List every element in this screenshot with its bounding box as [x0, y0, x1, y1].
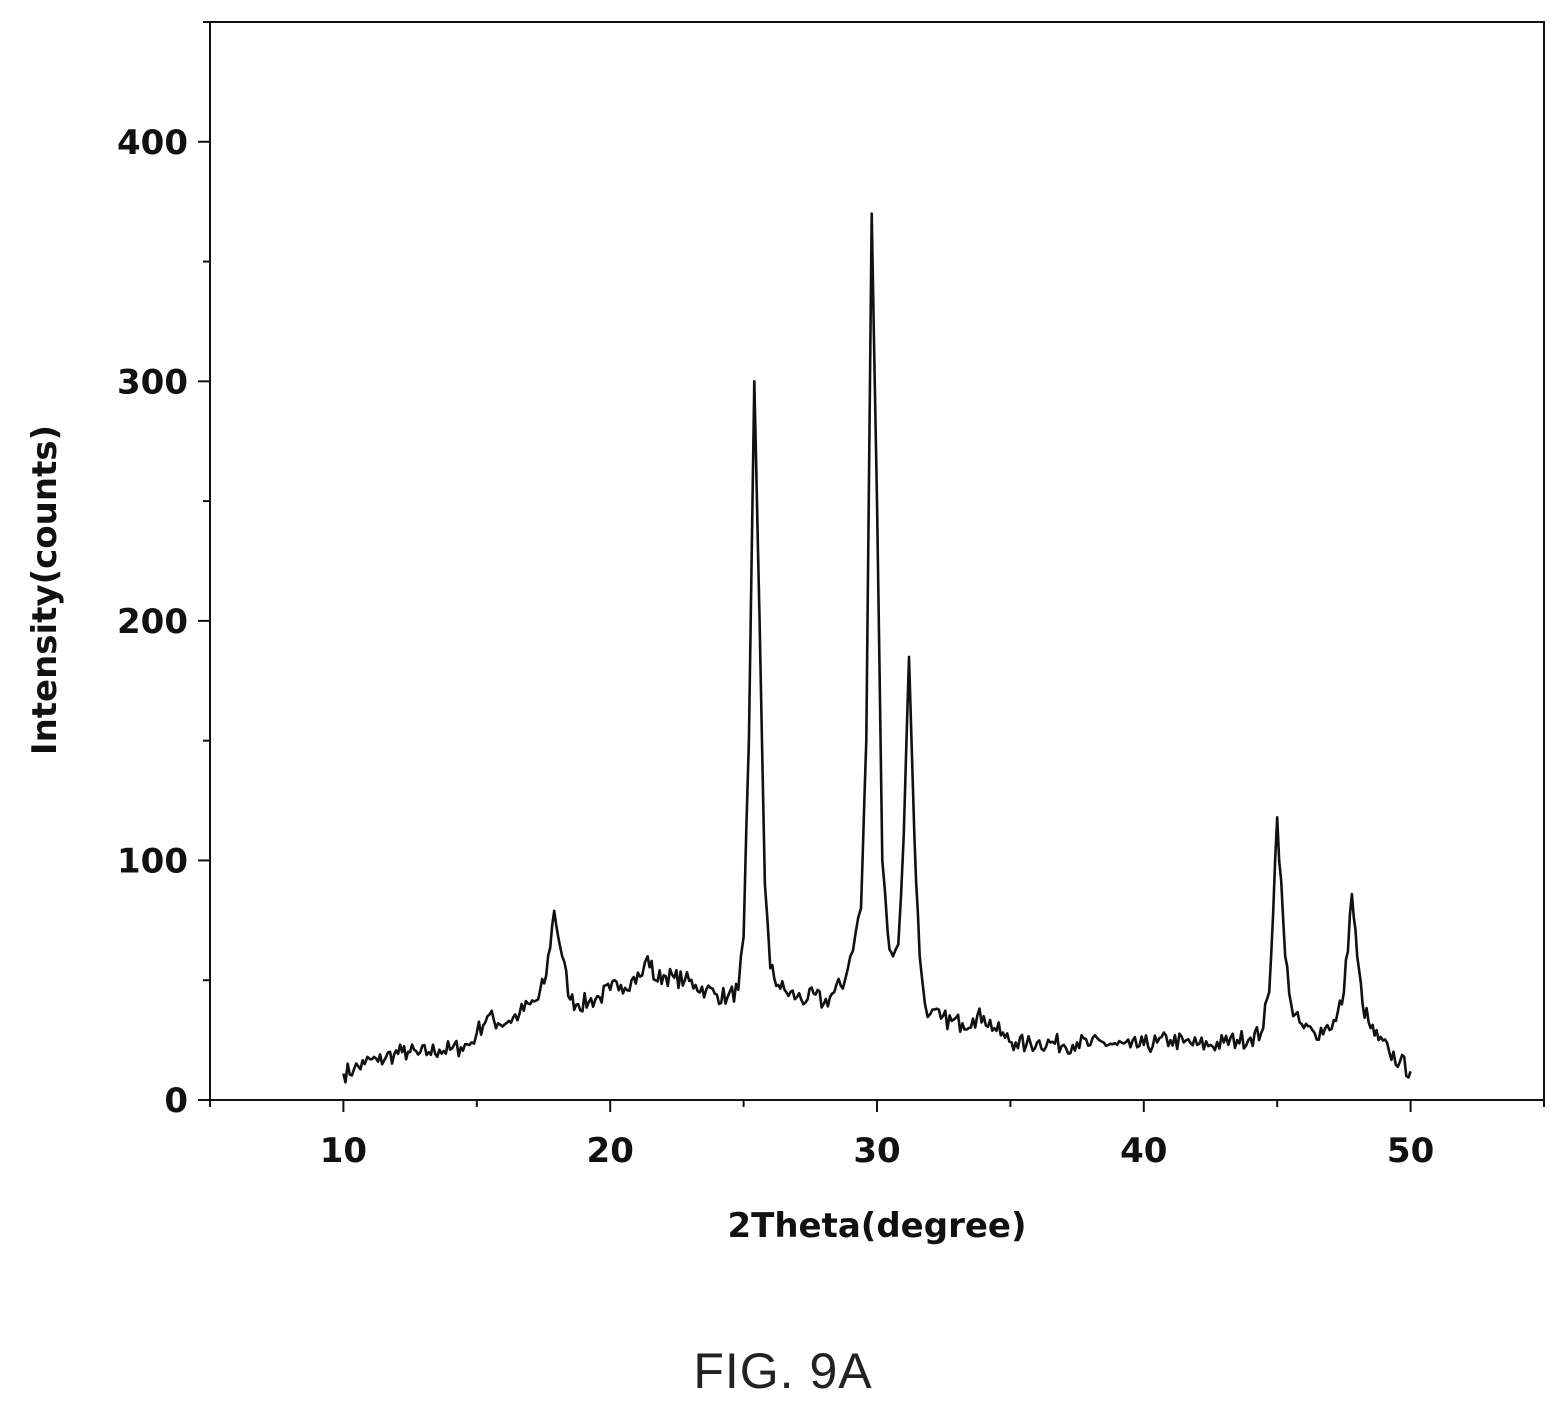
x-tick-label: 40 [1120, 1131, 1167, 1171]
x-axis-ticks: 10 20 30 40 50 [209, 1100, 1545, 1171]
y-tick-label: 0 [164, 1081, 188, 1121]
y-axis-title: Intensity(counts) [25, 425, 65, 755]
x-tick-label: 50 [1387, 1131, 1434, 1171]
y-tick-label: 300 [117, 362, 188, 402]
y-tick-label: 200 [117, 602, 188, 642]
y-axis-ticks: 0 100 200 300 400 [117, 21, 210, 1121]
y-tick-label: 400 [117, 123, 188, 163]
x-tick-label: 20 [587, 1131, 634, 1171]
x-axis-title: 2Theta(degree) [727, 1206, 1026, 1246]
y-tick-label: 100 [117, 841, 188, 881]
figure-caption: FIG. 9A [693, 1343, 873, 1399]
series-line [342, 212, 1412, 1084]
x-tick-label: 10 [320, 1131, 367, 1171]
x-tick-label: 30 [853, 1131, 900, 1171]
